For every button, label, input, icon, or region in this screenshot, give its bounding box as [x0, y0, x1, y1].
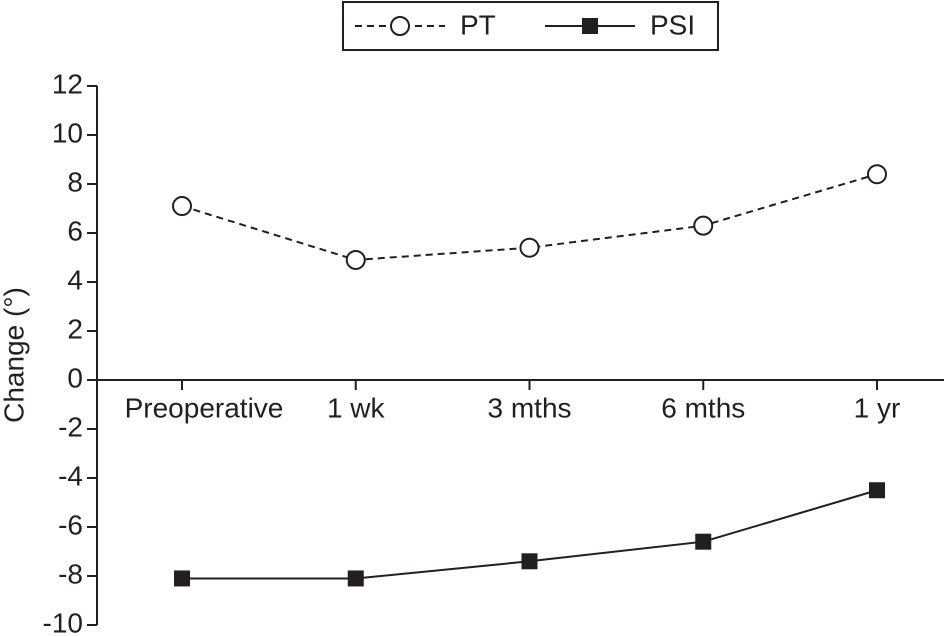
y-tick-label: -6: [58, 509, 83, 540]
y-tick-label: -10: [43, 607, 83, 636]
y-tick-label: 2: [67, 313, 83, 344]
point: [869, 482, 885, 499]
point: [347, 570, 364, 587]
x-tick-label: 6 mths: [661, 392, 745, 423]
y-axis-label: Change (°): [0, 287, 29, 423]
point: [695, 533, 712, 550]
y-tick-label: -4: [58, 460, 83, 491]
point: [693, 215, 714, 236]
point: [521, 553, 538, 570]
point: [867, 164, 887, 185]
legend-marker: [582, 18, 598, 34]
point: [174, 570, 190, 587]
x-tick-label: Preoperative: [125, 392, 284, 423]
x-tick-label: 1 yr: [854, 392, 901, 423]
series-line: [181, 173, 878, 261]
legend-label: PT: [460, 9, 496, 40]
point: [172, 196, 192, 217]
x-tick-label: 1 wk: [327, 392, 386, 423]
y-tick-label: -8: [58, 558, 83, 589]
y-tick-label: 6: [67, 215, 83, 246]
y-tick-label: 10: [52, 117, 83, 148]
y-tick-label: 12: [52, 68, 83, 99]
y-tick-label: 4: [67, 264, 83, 295]
point: [345, 249, 366, 270]
y-tick-label: 8: [67, 166, 83, 197]
x-tick-label: 3 mths: [487, 392, 571, 423]
point: [519, 237, 540, 258]
y-tick-label: -2: [58, 411, 83, 442]
legend-marker: [390, 16, 410, 36]
y-tick-label: 0: [67, 362, 83, 393]
legend-label: PSI: [650, 9, 695, 40]
